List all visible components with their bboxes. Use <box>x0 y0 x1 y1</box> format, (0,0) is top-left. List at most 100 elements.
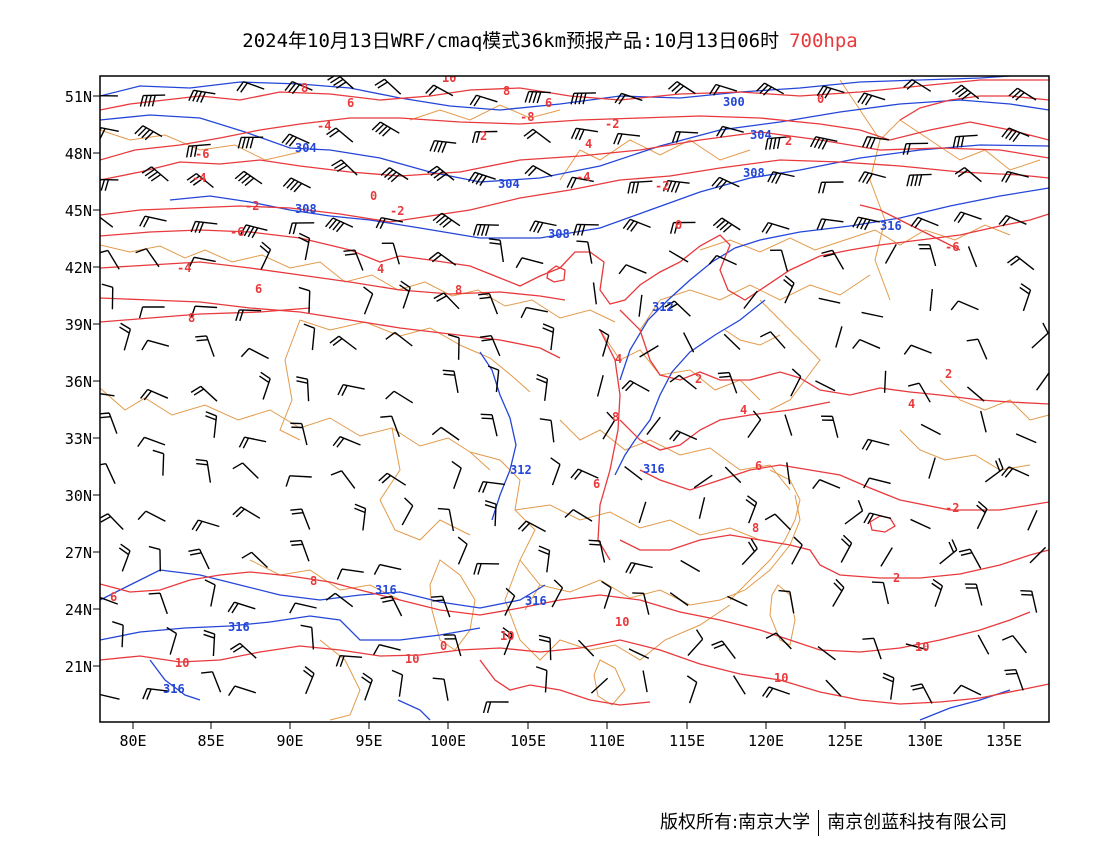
wind-barb <box>205 411 218 438</box>
lat-label: 33N <box>65 430 92 448</box>
wind-barb <box>118 543 131 572</box>
wind-barb <box>477 292 499 315</box>
wind-barb <box>186 172 214 189</box>
wind-barb <box>622 218 651 232</box>
wind-barb <box>564 509 593 522</box>
wind-barb <box>298 232 311 261</box>
lat-label: 21N <box>65 658 92 676</box>
wind-barb <box>910 683 933 704</box>
wind-barb <box>469 94 498 107</box>
wind-barb <box>431 595 451 618</box>
temp-label: 0 <box>440 639 447 653</box>
wind-barb <box>284 80 313 95</box>
wind-barbs <box>100 76 1049 714</box>
wind-barb <box>817 645 836 661</box>
wind-barb <box>669 221 696 234</box>
wind-barb <box>201 671 222 693</box>
wind-barb <box>141 339 170 351</box>
wind-barb <box>331 159 358 176</box>
wind-barb <box>682 332 695 353</box>
wind-barb <box>910 216 939 229</box>
wind-barb <box>100 463 116 484</box>
temp-label: 10 <box>915 640 929 654</box>
wind-barb <box>621 380 650 392</box>
wind-barb <box>330 470 356 489</box>
wind-barb <box>903 78 932 92</box>
wind-barb <box>428 251 457 266</box>
wind-barb <box>487 365 500 393</box>
height-label: 304 <box>295 141 317 155</box>
wind-barb <box>232 506 261 519</box>
temp-label: 2 <box>695 372 702 386</box>
wind-barb <box>761 221 790 234</box>
wind-barb <box>238 436 267 449</box>
wind-barb <box>536 373 549 401</box>
wind-barb <box>100 412 118 434</box>
temp-label: 4 <box>585 137 592 151</box>
wind-barb <box>447 333 460 360</box>
wind-barb <box>237 136 264 149</box>
wind-barb <box>871 581 889 605</box>
wind-barb <box>191 519 220 532</box>
temp-label: 2 <box>893 571 900 585</box>
wind-barb <box>139 94 166 107</box>
wind-barb <box>538 545 551 573</box>
wind-barb <box>336 568 364 580</box>
company-name: 南京创蓝科技有限公司 <box>827 812 1008 833</box>
wind-barb <box>809 136 838 150</box>
temp-label: 4 <box>377 262 384 276</box>
wind-barb <box>952 134 978 148</box>
lat-label: 48N <box>65 145 92 163</box>
wind-barb <box>733 675 746 695</box>
wind-barb <box>743 290 758 309</box>
wind-barb <box>862 135 890 149</box>
copyright-text: 版权所有:南京大学 <box>660 812 811 833</box>
wind-barb <box>431 426 460 441</box>
wind-barb <box>380 415 400 438</box>
wind-barb <box>138 306 165 319</box>
temp-label: 4 <box>740 403 747 417</box>
wind-barb <box>380 595 403 617</box>
temp-label: 0 <box>675 218 682 232</box>
temp-label: 8 <box>310 574 317 588</box>
wind-barb <box>950 300 979 311</box>
wind-barb <box>590 677 609 694</box>
wind-barb <box>852 338 881 349</box>
wind-barb <box>1001 466 1030 478</box>
wind-barb <box>835 326 843 348</box>
wind-barb <box>976 500 988 530</box>
wind-barb <box>457 536 468 565</box>
temp-label: 6 <box>593 477 600 491</box>
height-label: 308 <box>295 202 317 216</box>
wind-barb <box>381 242 400 265</box>
wind-barb <box>862 637 882 660</box>
wind-barb <box>361 672 373 701</box>
temp-label: -4 <box>317 119 331 133</box>
wind-barb <box>698 497 706 519</box>
temp-label: 10 <box>175 656 189 670</box>
wind-barb <box>232 462 259 479</box>
wind-barb <box>1001 635 1027 654</box>
wind-barb <box>576 240 593 264</box>
wind-barb <box>259 371 271 400</box>
wind-barb <box>378 472 407 486</box>
wind-barb <box>716 125 744 138</box>
wind-barb <box>141 166 169 182</box>
temp-label: -6 <box>230 225 244 239</box>
wind-barb <box>977 634 990 655</box>
wind-barb <box>667 81 696 95</box>
title-level: 700hpa <box>789 30 858 52</box>
wind-barb <box>784 414 793 436</box>
wind-barb <box>639 345 659 358</box>
temp-label: 6 <box>255 282 262 296</box>
lat-label: 39N <box>65 316 92 334</box>
wind-barb <box>687 629 704 656</box>
wind-barb <box>373 644 401 655</box>
wind-barb <box>501 627 513 656</box>
lon-label: 95E <box>355 732 382 750</box>
temperature-contours <box>100 79 1049 706</box>
wind-barb <box>140 388 169 401</box>
height-label: 316 <box>525 594 547 608</box>
wind-barb <box>820 415 839 438</box>
plot-frame <box>99 75 1050 723</box>
